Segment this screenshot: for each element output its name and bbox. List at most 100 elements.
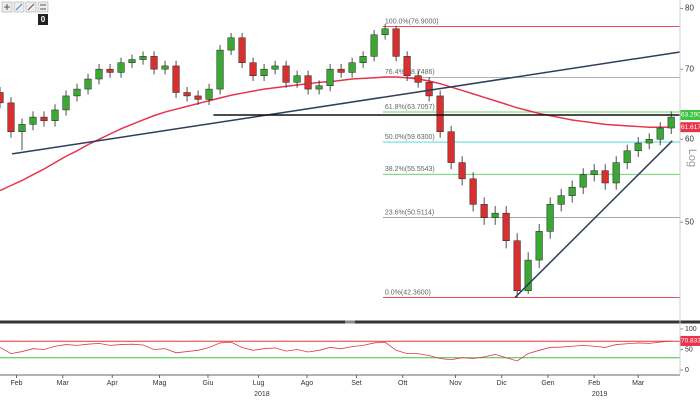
candle-body <box>249 62 257 76</box>
candle-body <box>161 65 169 70</box>
candle-body <box>139 56 147 60</box>
tool-icon-glyph <box>15 3 23 11</box>
badge-text: 0 <box>41 15 46 24</box>
x-tick-label: Apr <box>107 380 119 387</box>
price-tag <box>680 109 700 120</box>
candle-body <box>414 75 422 83</box>
price-panel: 50607080Log100.0%(76.9000)76.4%(68.7486)… <box>0 4 700 299</box>
candle-body <box>216 49 224 90</box>
x-tick-label: Giu <box>203 380 214 387</box>
x-tick-label: Feb <box>588 380 600 387</box>
x-tick-label: Ago <box>301 380 314 387</box>
tool-icon-glyph <box>4 4 10 10</box>
toolbar: 0 <box>1 1 49 25</box>
candle-body <box>183 92 191 97</box>
trendline <box>11 51 681 155</box>
candle-body <box>590 170 598 175</box>
candle-body <box>238 37 246 63</box>
tool-icon-glyph <box>27 3 35 11</box>
candle-body <box>51 109 59 121</box>
badge[interactable] <box>38 14 48 25</box>
y-tick-label: 0 <box>685 367 689 374</box>
x-tick-label: Lug <box>253 380 265 387</box>
y-tick-label: 50 <box>685 346 693 353</box>
candle-body <box>623 150 631 163</box>
candle-body <box>40 116 48 121</box>
tool-icon[interactable] <box>37 1 49 13</box>
price-tag <box>680 122 700 133</box>
candle-body <box>513 240 521 292</box>
x-tick-label: Dic <box>497 380 508 387</box>
year-label: 2018 <box>254 391 270 398</box>
tool-icon-glyph <box>40 4 46 10</box>
candle-body <box>667 116 675 129</box>
y-tick-label: 60 <box>685 134 694 143</box>
candle-body <box>260 68 268 76</box>
y-axis-label: Log <box>686 149 698 167</box>
candle-body <box>601 170 609 184</box>
y-tick-label: 100 <box>685 326 697 333</box>
rsi-line <box>0 340 672 362</box>
candle-body <box>271 65 279 70</box>
candle-body <box>491 212 499 218</box>
candle-body <box>425 82 433 97</box>
candle-body <box>348 62 356 73</box>
candle-body <box>117 62 125 73</box>
price-tag-label: 70.8331 <box>681 338 700 345</box>
candle-body <box>0 92 4 104</box>
candle-body <box>447 131 455 163</box>
candle-body <box>62 95 70 111</box>
y-tick-label: 80 <box>685 4 694 13</box>
x-tick-label: Feb <box>10 380 22 387</box>
candle-body <box>106 68 114 73</box>
fib-label: 50.0%(59.6300) <box>385 134 435 141</box>
candle-body <box>315 85 323 90</box>
rsi-panel: 0 50 100 70.8331 <box>0 326 700 374</box>
candle-body <box>480 204 488 218</box>
x-tick-label: Nov <box>449 380 462 387</box>
candle-body <box>73 88 81 97</box>
moving-average <box>0 76 672 192</box>
candle-body <box>469 178 477 205</box>
candle-body <box>403 56 411 76</box>
candle-body <box>128 59 136 63</box>
candle-body <box>95 68 103 80</box>
x-tick-label: Mar <box>57 380 70 387</box>
candle-body <box>172 65 180 93</box>
candle-body <box>634 142 642 152</box>
divider-grip[interactable] <box>345 320 355 324</box>
x-tick-label: Mag <box>153 380 167 387</box>
candle-body <box>612 162 620 184</box>
fib-label: 61.8%(63.7057) <box>385 104 435 111</box>
fib-label: 23.6%(50.5114) <box>385 209 434 216</box>
candle-body <box>29 116 37 125</box>
candle-body <box>392 28 400 57</box>
candle-body <box>381 28 389 36</box>
x-tick-label: Set <box>351 380 362 387</box>
candle-body <box>326 68 334 86</box>
candle-body <box>84 78 92 90</box>
candle-body <box>227 37 235 51</box>
candle-body <box>150 56 158 70</box>
fib-label: 100.0%(76.9000) <box>385 18 439 25</box>
candle-body <box>370 34 378 57</box>
candle-body <box>502 212 510 241</box>
candle-body <box>656 127 664 140</box>
candle-body <box>645 139 653 144</box>
candle-body <box>579 174 587 188</box>
y-tick-label: 50 <box>685 217 694 226</box>
fib-label: 0.0%(42.3600) <box>385 289 431 296</box>
trendline <box>514 140 673 299</box>
candle-body <box>194 95 202 100</box>
candle-body <box>304 75 312 90</box>
x-tick-label: Gen <box>541 380 554 387</box>
price-tag <box>680 335 700 346</box>
candle-body <box>205 88 213 100</box>
y-tick-label: 70 <box>685 64 694 73</box>
candle-body <box>546 204 554 232</box>
candle-body <box>535 231 543 261</box>
candle-body <box>282 65 290 83</box>
